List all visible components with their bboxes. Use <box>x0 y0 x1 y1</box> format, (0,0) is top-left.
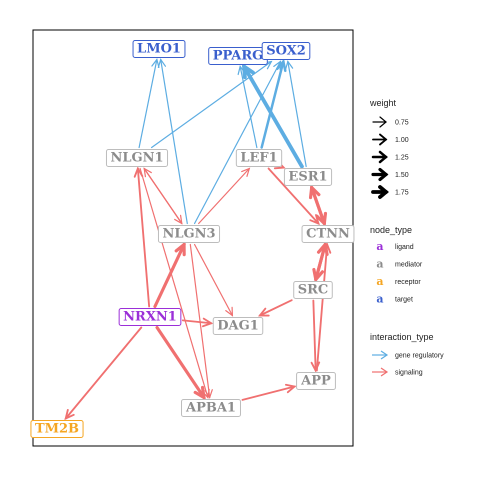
legend-node-type-title: node_type <box>370 225 412 235</box>
node-src: SRC <box>294 282 333 299</box>
edge-src-to-dag1 <box>260 300 292 315</box>
legend-interaction-type-title: interaction_type <box>370 332 434 342</box>
node-nrxn1: NRXN1 <box>119 309 181 326</box>
node-label-sox2: SOX2 <box>266 44 306 59</box>
node-label-apba1: APBA1 <box>185 401 236 416</box>
node-label-tm2b: TM2B <box>35 422 79 437</box>
legend-weight-label: 1.50 <box>395 172 409 179</box>
legend-interaction-type-label: signaling <box>395 370 423 377</box>
node-sox2: SOX2 <box>262 43 310 60</box>
node-pparg: PPARG <box>209 48 268 65</box>
node-label-pparg: PPARG <box>213 49 264 64</box>
node-app: APP <box>297 373 336 390</box>
node-label-esr1: ESR1 <box>288 170 327 185</box>
node-tm2b: TM2B <box>31 421 83 438</box>
legend-node-type-label: ligand <box>395 244 414 251</box>
legend-weight-label: 0.75 <box>395 120 409 127</box>
legend-node-type-item: a target <box>376 293 413 306</box>
node-label-nlgn3: NLGN3 <box>162 227 215 242</box>
legend-weight-item: 1.25 <box>373 152 409 162</box>
legend-node-type-item: a mediator <box>376 258 422 271</box>
legend-weight-item: 0.75 <box>373 117 409 127</box>
node-dag1: DAG1 <box>213 318 263 335</box>
node-label-app: APP <box>300 374 331 389</box>
legend-weight-label: 1.75 <box>395 190 409 197</box>
edge-nlgn1-to-lmo1 <box>139 60 159 148</box>
node-ctnnb1: CTNN <box>302 226 354 243</box>
edge-nlgn1-to-apba1 <box>140 169 209 398</box>
edge-nrxn1-to-dag1 <box>183 319 211 327</box>
legend-interaction-type-label: gene regulatory <box>395 353 444 360</box>
legend-node-type-label: receptor <box>395 279 421 286</box>
node-nlgn1: NLGN1 <box>106 150 167 167</box>
legend-interaction-type-item: gene regulatory <box>372 351 444 360</box>
edge-nlgn3-to-dag1 <box>195 245 233 316</box>
legend-glyph: a <box>376 275 383 288</box>
legend-node-type-item: a receptor <box>376 275 421 288</box>
edge-nrxn1-to-tm2b <box>66 328 142 419</box>
legend-weight-title: weight <box>369 98 397 108</box>
node-apba1: APBA1 <box>182 400 241 417</box>
legend-node-type-label: target <box>395 297 413 304</box>
node-lmo1: LMO1 <box>133 41 185 58</box>
legend-glyph: a <box>376 258 383 271</box>
legend-node-type-item: a ligand <box>376 240 413 253</box>
node-label-nlgn1: NLGN1 <box>110 151 163 166</box>
edge-nlgn3-to-lef1 <box>199 169 250 224</box>
node-esr1: ESR1 <box>284 169 331 186</box>
legend-weight-label: 1.25 <box>395 155 409 162</box>
edge-nrxn1-to-nlgn3 <box>155 245 184 307</box>
node-label-lef1: LEF1 <box>240 151 277 166</box>
legend-weight: weight 0.75 1.00 1.25 1.50 1.75 <box>369 98 409 197</box>
legend-weight-item: 1.00 <box>373 135 409 145</box>
legend-weight-label: 1.00 <box>395 137 409 144</box>
legend-interaction-type-item: signaling <box>372 368 423 377</box>
node-lef1: LEF1 <box>236 150 281 167</box>
node-nlgn3: NLGN3 <box>158 226 219 243</box>
legend-glyph: a <box>376 293 383 306</box>
legend-interaction-type: interaction_type gene regulatory signalin… <box>370 332 444 377</box>
legend-weight-item: 1.50 <box>373 170 409 180</box>
edge-esr1-to-sox2 <box>286 62 307 167</box>
node-label-dag1: DAG1 <box>217 319 259 334</box>
legend-weight-item: 1.75 <box>373 187 409 197</box>
node-label-nrxn1: NRXN1 <box>123 310 177 325</box>
edge-nlgn3-to-lmo1 <box>158 60 187 224</box>
node-label-ctnnb1: CTNN <box>306 227 350 242</box>
edge-nlgn3-to-nlgn1 <box>144 169 182 224</box>
node-label-lmo1: LMO1 <box>137 42 181 57</box>
legend-node-type-label: mediator <box>395 262 423 269</box>
legend-node-type: node_type a ligand a mediator a receptor a targ… <box>370 225 423 306</box>
legend-glyph: a <box>376 240 383 253</box>
node-label-src: SRC <box>298 283 329 298</box>
edge-nrxn1-to-nlgn1 <box>135 169 149 307</box>
edge-apba1-to-app <box>242 385 294 400</box>
